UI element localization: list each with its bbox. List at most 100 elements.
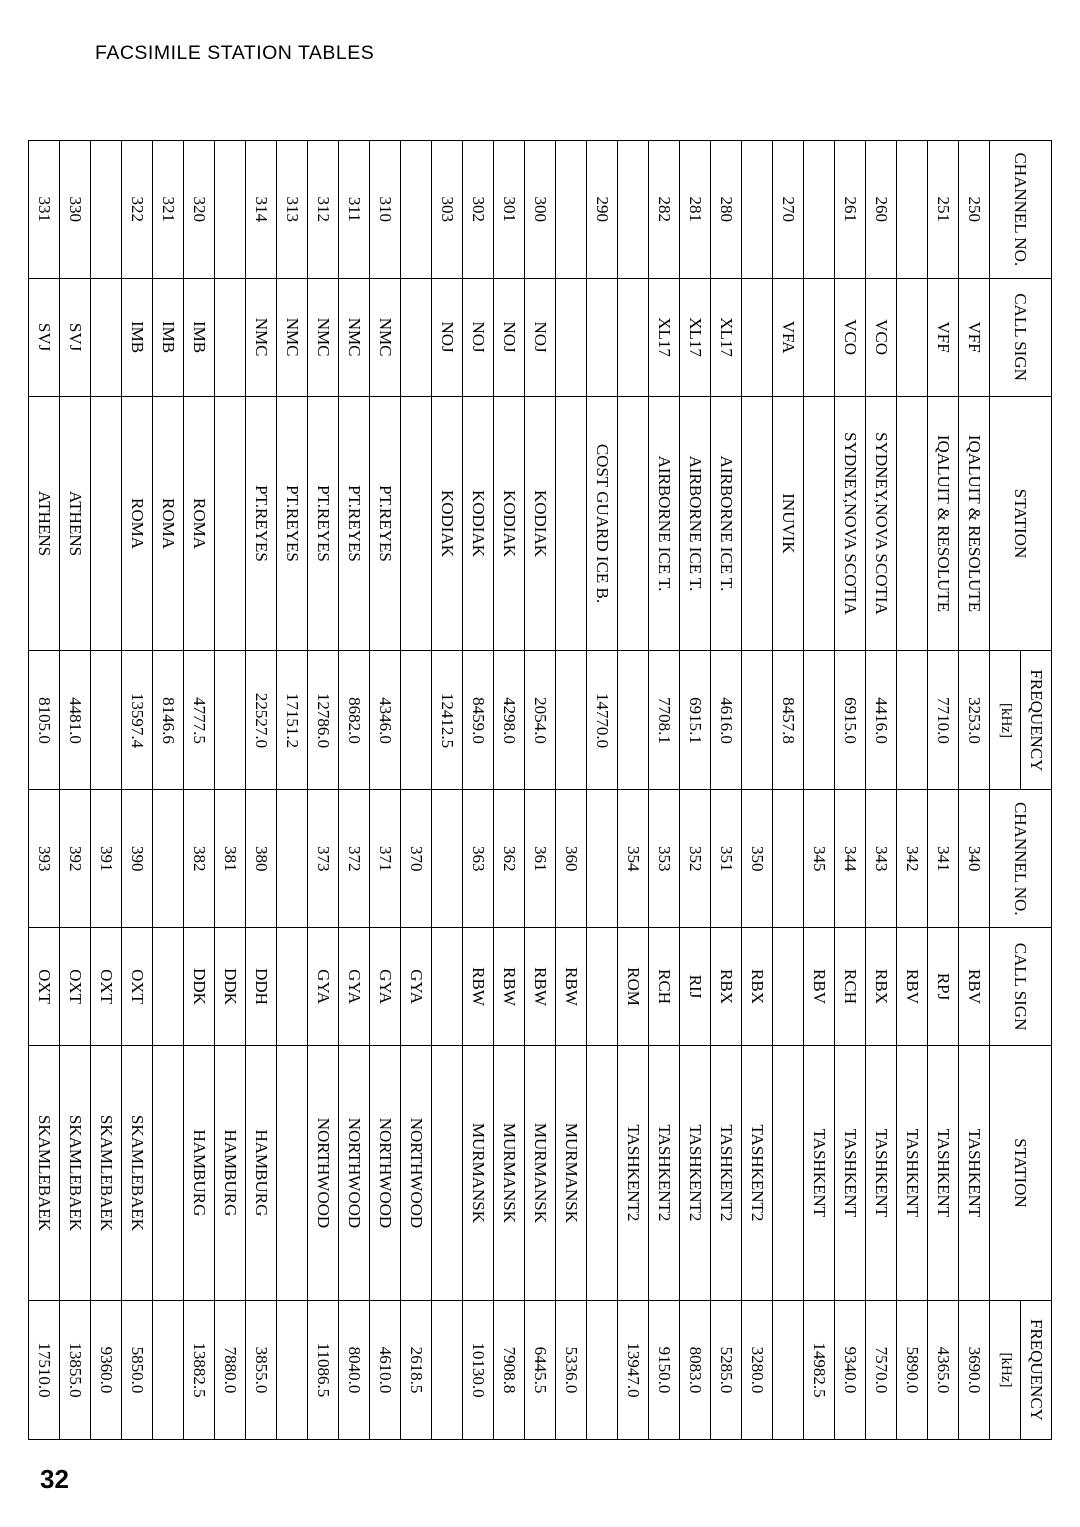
- table-row: 322IMBROMA13597.4390OXTSKAMLEBAEK5850.0: [122, 141, 153, 1440]
- table-cell: 382: [184, 790, 215, 928]
- table-cell: TASHKENT2: [649, 1046, 680, 1301]
- table-cell: 12786.0: [308, 651, 339, 790]
- col-call-sign-left: CALL SIGN: [990, 278, 1052, 396]
- table-cell: NMC: [277, 278, 308, 396]
- table-cell: KODIAK: [432, 396, 463, 651]
- table-cell: 331: [29, 141, 60, 279]
- table-cell: OXT: [60, 928, 91, 1046]
- table-cell: 8457.8: [773, 651, 804, 790]
- table-cell: 5285.0: [711, 1300, 742, 1439]
- table-cell: [91, 141, 122, 279]
- table-cell: NMC: [308, 278, 339, 396]
- table-cell: XL17: [711, 278, 742, 396]
- table-cell: MURMANSK: [494, 1046, 525, 1301]
- table-cell: [897, 651, 928, 790]
- table-cell: [215, 651, 246, 790]
- table-cell: [277, 790, 308, 928]
- table-cell: 2618.5: [401, 1300, 432, 1439]
- table-cell: [587, 278, 618, 396]
- table-cell: AIRBORNE ICE T.: [680, 396, 711, 651]
- table-cell: SVJ: [29, 278, 60, 396]
- table-cell: 8459.0: [463, 651, 494, 790]
- table-cell: 261: [835, 141, 866, 279]
- table-cell: 4616.0: [711, 651, 742, 790]
- table-cell: 13855.0: [60, 1300, 91, 1439]
- table-row: 290COST GUARD ICE B.14770.0: [587, 141, 618, 1440]
- table-cell: VCO: [866, 278, 897, 396]
- table-cell: 302: [463, 141, 494, 279]
- table-cell: RBV: [959, 928, 990, 1046]
- table-cell: 13597.4: [122, 651, 153, 790]
- table-cell: 4365.0: [928, 1300, 959, 1439]
- table-cell: ROMA: [122, 396, 153, 651]
- table-cell: RPJ: [928, 928, 959, 1046]
- table-cell: [897, 278, 928, 396]
- table-cell: ROMA: [184, 396, 215, 651]
- table-row: 303NOJKODIAK12412.5: [432, 141, 463, 1440]
- table-cell: 4298.0: [494, 651, 525, 790]
- table-cell: NMC: [339, 278, 370, 396]
- table-cell: [742, 141, 773, 279]
- station-table: CHANNEL NO. CALL SIGN STATION FREQUENCY …: [28, 140, 1052, 1440]
- table-row: 391OXTSKAMLEBAEK9360.0: [91, 141, 122, 1440]
- table-row: 280XL17AIRBORNE ICE T.4616.0351RBXTASHKE…: [711, 141, 742, 1440]
- table-cell: TASHKENT2: [711, 1046, 742, 1301]
- table-cell: TASHKENT: [897, 1046, 928, 1301]
- table-cell: [432, 790, 463, 928]
- table-cell: OXT: [122, 928, 153, 1046]
- table-cell: ROMA: [153, 396, 184, 651]
- table-row: 260VCOSYDNEY,NOVA SCOTIA4416.0343RBXTASH…: [866, 141, 897, 1440]
- table-row: 314NMCPT.REYES22527.0380DDHHAMBURG3855.0: [246, 141, 277, 1440]
- table-row: 381DDKHAMBURG7880.0: [215, 141, 246, 1440]
- table-cell: TASHKENT2: [618, 1046, 649, 1301]
- table-cell: 301: [494, 141, 525, 279]
- table-cell: 371: [370, 790, 401, 928]
- table-cell: 313: [277, 141, 308, 279]
- table-cell: [432, 928, 463, 1046]
- table-cell: RBV: [897, 928, 928, 1046]
- table-cell: RCH: [835, 928, 866, 1046]
- table-cell: 303: [432, 141, 463, 279]
- table-cell: [587, 1300, 618, 1439]
- table-cell: 362: [494, 790, 525, 928]
- table-cell: TASHKENT2: [742, 1046, 773, 1301]
- table-cell: IQALUIT & RESOLUTE: [928, 396, 959, 651]
- table-cell: [277, 1300, 308, 1439]
- table-cell: [91, 651, 122, 790]
- table-cell: [773, 790, 804, 928]
- table-cell: RBW: [525, 928, 556, 1046]
- table-cell: RCH: [649, 928, 680, 1046]
- table-row: 250VFFIQALUIT & RESOLUTE3253.0340RBVTASH…: [959, 141, 990, 1440]
- table-cell: SYDNEY,NOVA SCOTIA: [866, 396, 897, 651]
- table-row: 320IMBROMA4777.5382DDKHAMBURG13882.5: [184, 141, 215, 1440]
- table-cell: 312: [308, 141, 339, 279]
- table-cell: 5890.0: [897, 1300, 928, 1439]
- station-table-wrapper: CHANNEL NO. CALL SIGN STATION FREQUENCY …: [28, 140, 1052, 1440]
- table-cell: 7908.8: [494, 1300, 525, 1439]
- table-cell: 370: [401, 790, 432, 928]
- table-cell: 6915.1: [680, 651, 711, 790]
- col-call-sign-right: CALL SIGN: [990, 928, 1052, 1046]
- table-cell: 372: [339, 790, 370, 928]
- table-cell: VFF: [928, 278, 959, 396]
- table-cell: GYA: [308, 928, 339, 1046]
- table-cell: 14770.0: [587, 651, 618, 790]
- table-cell: 12412.5: [432, 651, 463, 790]
- table-cell: [215, 141, 246, 279]
- table-cell: 5850.0: [122, 1300, 153, 1439]
- table-cell: 22527.0: [246, 651, 277, 790]
- table-cell: HAMBURG: [184, 1046, 215, 1301]
- table-cell: 330: [60, 141, 91, 279]
- table-cell: PT.REYES: [370, 396, 401, 651]
- table-cell: 350: [742, 790, 773, 928]
- table-cell: NORTHWOOD: [308, 1046, 339, 1301]
- table-cell: [401, 141, 432, 279]
- page-header: FACSIMILE STATION TABLES: [95, 42, 374, 65]
- table-cell: [153, 1046, 184, 1301]
- table-cell: [215, 396, 246, 651]
- table-cell: [277, 928, 308, 1046]
- table-cell: 342: [897, 790, 928, 928]
- table-cell: [401, 396, 432, 651]
- table-cell: [153, 928, 184, 1046]
- table-cell: [773, 1300, 804, 1439]
